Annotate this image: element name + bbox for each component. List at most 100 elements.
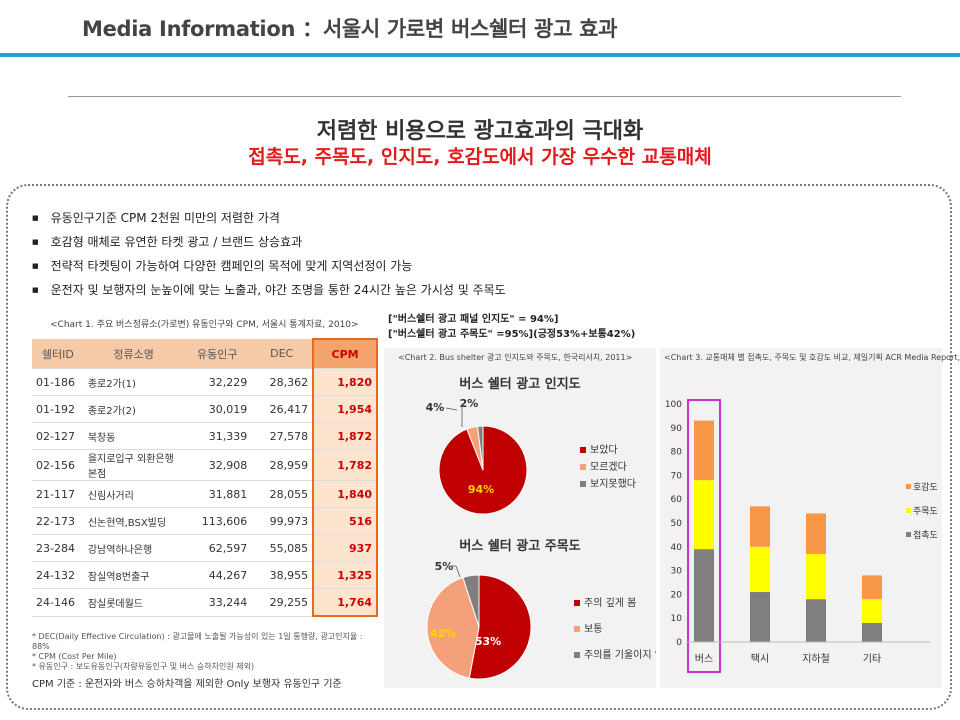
table-row: 02-127 북창동 31,339 27,578 1,872 (32, 422, 378, 450)
cell-stop-name: 종로2가(1) (83, 368, 184, 396)
bullet-item: 전략적 타켓팅이 가능하여 다양한 캠페인의 목적에 맞게 지역선정이 가능 (32, 254, 506, 278)
headline-subtitle: 접촉도, 주목도, 인지도, 호감도에서 가장 우수한 교통매체 (248, 146, 712, 168)
bar-segment-주목도 (806, 553, 826, 600)
cell-shelter-id: 01-192 (32, 395, 84, 423)
y-tick-label: 90 (671, 424, 683, 434)
column-header: DEC (251, 339, 314, 369)
feature-bullet-list: 유동인구기준 CPM 2천원 미만의 저렴한 가격 호감형 매체로 유연한 타켓… (32, 206, 506, 302)
pie-slice-주의 깊게 봄 (468, 574, 532, 680)
header-accent-bar (0, 53, 960, 57)
divider (68, 96, 901, 97)
x-category-label: 버스 (695, 653, 713, 665)
legend-swatch (580, 481, 586, 487)
pie-data-label: 42% (430, 627, 456, 640)
cell-shelter-id: 21-117 (32, 480, 84, 508)
legend-swatch (906, 508, 911, 513)
legend-swatch (906, 532, 911, 537)
pie-data-label: 94% (468, 483, 494, 496)
pie-data-label: 5% (435, 560, 454, 573)
legend-swatch (574, 600, 580, 606)
cell-population: 62,597 (183, 534, 252, 562)
y-tick-label: 70 (671, 471, 683, 481)
table-row: 23-284 강남역하나은행 62,597 55,085 937 (32, 534, 378, 562)
cell-population: 31,339 (183, 422, 252, 450)
cpm-basis-footer: CPM 기준 : 운전자와 버스 승하차객을 제외한 Only 보행자 유동인구… (32, 679, 342, 690)
cell-dec: 28,055 (251, 480, 314, 508)
column-header: 정류소명 (83, 339, 184, 369)
pie-chart-panel: <Chart 2. Bus shelter 광고 인지도와 주목도, 한국리서치… (384, 348, 656, 688)
leader-line (455, 565, 461, 578)
cell-dec: 38,955 (251, 561, 314, 589)
cell-stop-name: 신논현역,BSX빌딩 (83, 507, 184, 535)
x-category-label: 지하철 (802, 652, 830, 665)
cell-shelter-id: 23-284 (32, 534, 84, 562)
legend-label: 모르겠다 (590, 461, 627, 473)
legend-label: 보았다 (590, 444, 618, 456)
legend-label: 호감도 (913, 481, 938, 493)
bar-segment-접촉도 (862, 622, 882, 642)
bar-segment-접촉도 (694, 549, 714, 642)
pie-title: 버스 쉘터 광고 주목도 (459, 538, 580, 554)
cell-shelter-id: 01-186 (32, 368, 84, 396)
y-tick-label: 30 (671, 567, 683, 577)
cell-stop-name: 북창동 (83, 422, 184, 450)
table-note: * CPM (Cost Per Mile) (32, 652, 117, 661)
cell-shelter-id: 02-156 (32, 449, 84, 481)
y-tick-label: 20 (671, 590, 683, 600)
legend-label: 접촉도 (913, 529, 938, 541)
cell-stop-name: 잠실역8번출구 (83, 561, 184, 589)
bar-segment-주목도 (862, 599, 882, 623)
content-frame (6, 184, 952, 710)
cell-cpm: 1,840 (312, 480, 378, 508)
x-category-label: 택시 (751, 653, 769, 665)
cell-population: 32,908 (183, 449, 252, 481)
column-header-cpm: CPM (312, 338, 378, 369)
x-category-label: 기타 (863, 653, 881, 665)
column-header: 쉘터ID (32, 339, 84, 369)
table-header-row: 쉘터ID 정류소명 유동인구 DEC CPM (32, 338, 378, 369)
pie-data-label: 2% (460, 397, 479, 410)
table-row: 01-186 종로2가(1) 32,229 28,362 1,820 (32, 368, 378, 396)
cell-population: 44,267 (183, 561, 252, 589)
bar-chart-panel: <Chart 3. 교통매체 별 접촉도, 주목도 및 호감도 비교, 제일기획… (660, 348, 960, 688)
cell-dec: 99,973 (251, 507, 314, 535)
cell-population: 33,244 (183, 588, 252, 617)
leader-line (445, 407, 458, 411)
pie-slice-보지못했다 (476, 425, 484, 471)
cell-dec: 55,085 (251, 534, 314, 562)
legend-swatch (906, 484, 911, 489)
highlight-box (687, 399, 721, 673)
pie-slice-주의를 기울이지 않음 (462, 574, 480, 628)
cell-dec: 29,255 (251, 588, 314, 617)
legend-swatch (574, 652, 580, 658)
page-header-title: Media Information ：서울시 가로변 버스쉘터 광고 효과 (82, 17, 618, 41)
cell-population: 31,881 (183, 480, 252, 508)
cell-stop-name: 종로2가(2) (83, 395, 184, 423)
legend-swatch (574, 626, 580, 632)
bullet-item: 운전자 및 보행자의 눈높이에 맞는 노출과, 야간 조명을 통한 24시간 높… (32, 278, 506, 302)
table-row: 02-156 을지로입구 외환은행본점 32,908 28,959 1,782 (32, 449, 378, 481)
awareness-stat: ["버스쉘터 광고 패널 인지도" = 94%] (388, 314, 559, 325)
cell-cpm: 1,820 (312, 368, 378, 396)
legend-label: 보통 (584, 623, 602, 635)
column-header: 유동인구 (183, 339, 252, 369)
cell-cpm: 937 (312, 534, 378, 562)
bullet-item: 유동인구기준 CPM 2천원 미만의 저렴한 가격 (32, 206, 506, 230)
cell-population: 113,606 (183, 507, 252, 535)
cell-cpm: 1,872 (312, 422, 378, 450)
y-tick-label: 40 (671, 543, 683, 553)
cell-dec: 27,578 (251, 422, 314, 450)
table-caption: <Chart 1. 주요 버스정류소(가로변) 유동인구와 CPM, 서울시 통… (50, 320, 359, 330)
table-row: 24-132 잠실역8번출구 44,267 38,955 1,325 (32, 561, 378, 589)
cell-cpm: 1,954 (312, 395, 378, 423)
table-note: * 유동인구 : 보도유동인구(차량유동인구 및 버스 승하차인원 제외) (32, 662, 255, 671)
table-row: 01-192 종로2가(2) 30,019 26,417 1,954 (32, 395, 378, 423)
cell-population: 30,019 (183, 395, 252, 423)
y-tick-label: 80 (671, 448, 683, 458)
bar-chart-caption: <Chart 3. 교통매체 별 접촉도, 주목도 및 호감도 비교, 제일기획… (664, 353, 960, 362)
table-note: * DEC(Daily Effective Circulation) : 광고물… (32, 632, 363, 651)
cell-cpm: 1,764 (312, 588, 378, 617)
cell-dec: 26,417 (251, 395, 314, 423)
